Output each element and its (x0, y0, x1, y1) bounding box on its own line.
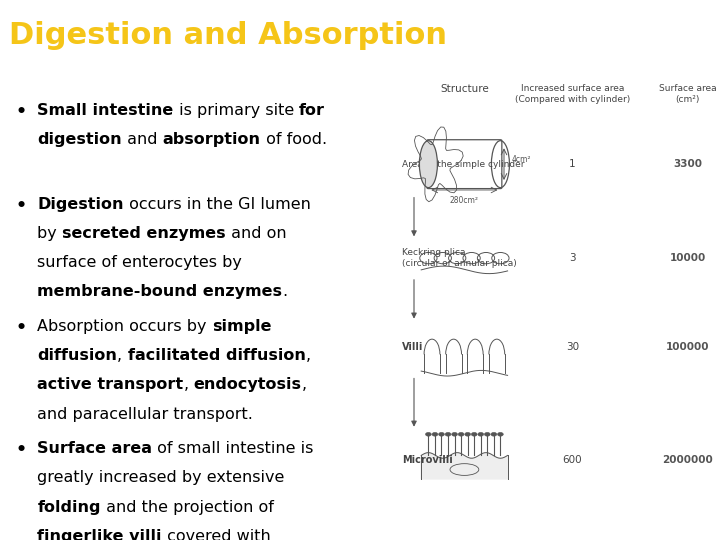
Text: active transport: active transport (37, 377, 184, 393)
Text: •: • (16, 197, 27, 215)
Text: •: • (16, 103, 27, 121)
Text: secreted enzymes: secreted enzymes (63, 226, 226, 241)
Text: ,: , (302, 377, 307, 393)
Circle shape (478, 433, 484, 436)
Text: Small intestine: Small intestine (37, 103, 174, 118)
Text: surface of enterocytes by: surface of enterocytes by (37, 255, 243, 271)
Text: Digestion and Absorption: Digestion and Absorption (9, 21, 446, 50)
Polygon shape (421, 453, 508, 479)
Text: of food.: of food. (261, 132, 327, 147)
Text: Surface area
(cm²): Surface area (cm²) (659, 84, 716, 104)
Text: and paracellular transport.: and paracellular transport. (37, 407, 253, 422)
Text: Digestion: Digestion (37, 197, 124, 212)
Circle shape (491, 433, 497, 436)
Text: .: . (282, 285, 287, 299)
Circle shape (472, 433, 477, 436)
Text: greatly increased by extensive: greatly increased by extensive (37, 470, 285, 485)
Text: simple: simple (212, 319, 271, 334)
Text: 1: 1 (569, 159, 576, 169)
Text: •: • (16, 441, 27, 460)
Text: of small intestine is: of small intestine is (153, 441, 314, 456)
Circle shape (465, 433, 471, 436)
Text: Absorption occurs by: Absorption occurs by (37, 319, 212, 334)
Circle shape (458, 433, 464, 436)
Text: 3: 3 (569, 253, 576, 263)
Text: 3300: 3300 (673, 159, 702, 169)
Text: 10000: 10000 (670, 253, 706, 263)
Text: digestion: digestion (37, 132, 122, 147)
Circle shape (432, 433, 438, 436)
Text: 600: 600 (562, 455, 582, 465)
Text: diffusion: diffusion (37, 348, 117, 363)
Text: folding: folding (37, 500, 101, 515)
Text: ,: , (305, 348, 310, 363)
Text: •: • (16, 319, 27, 337)
Circle shape (438, 433, 444, 436)
Text: covered with: covered with (162, 529, 271, 540)
Text: 2000000: 2000000 (662, 455, 713, 465)
Text: Area of the simple cylinder: Area of the simple cylinder (402, 160, 524, 168)
Text: membrane-bound enzymes: membrane-bound enzymes (37, 285, 282, 299)
Text: Structure: Structure (440, 84, 489, 94)
Text: ,: , (117, 348, 127, 363)
Text: absorption: absorption (163, 132, 261, 147)
Text: 100000: 100000 (666, 342, 709, 353)
Text: and: and (122, 132, 163, 147)
Text: and the projection of: and the projection of (101, 500, 274, 515)
Circle shape (485, 433, 490, 436)
Text: for: for (299, 103, 325, 118)
Text: 4cm²: 4cm² (511, 155, 531, 164)
Text: by: by (37, 226, 63, 241)
Text: endocytosis: endocytosis (194, 377, 302, 393)
Circle shape (498, 433, 503, 436)
Circle shape (445, 433, 451, 436)
Text: Increased surface area
(Compared with cylinder): Increased surface area (Compared with cy… (515, 84, 630, 104)
Text: Villi: Villi (402, 342, 423, 353)
Text: facilitated diffusion: facilitated diffusion (127, 348, 305, 363)
Text: Microvilli: Microvilli (402, 455, 452, 465)
Text: 280cm²: 280cm² (450, 196, 479, 205)
Text: 30: 30 (566, 342, 579, 353)
Circle shape (451, 433, 457, 436)
Text: Surface area: Surface area (37, 441, 153, 456)
Text: fingerlike villi: fingerlike villi (37, 529, 162, 540)
Text: Keckring plica
(circular or annular plica): Keckring plica (circular or annular plic… (402, 248, 516, 268)
Text: and on: and on (226, 226, 287, 241)
Circle shape (426, 433, 431, 436)
Text: occurs in the GI lumen: occurs in the GI lumen (124, 197, 311, 212)
Ellipse shape (419, 140, 438, 187)
Text: is primary site: is primary site (174, 103, 299, 118)
Text: ,: , (184, 377, 194, 393)
